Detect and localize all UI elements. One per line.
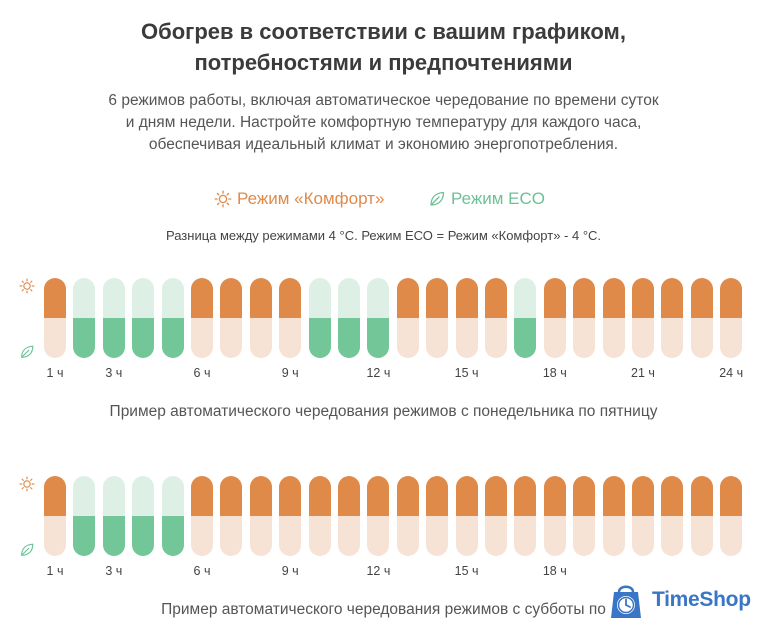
hour-tick: 24 ч [719,366,744,380]
hour-pill-13 [396,278,419,358]
hour-pill-7 [220,278,243,358]
hour-pill-1 [44,476,66,556]
hour-pill-2 [73,278,96,358]
hour-pill-22 [661,476,684,556]
hour-pill-19 [573,476,596,556]
hour-pill-21 [632,476,654,556]
hour-pill-23 [690,278,713,358]
mode-difference-note: Разница между режимами 4 °С. Режим ЕСО =… [165,228,602,243]
hour-tick: 21 ч [631,366,655,380]
title-line-2: потребностями и предпочтениями [194,50,573,75]
hour-tick: 1 ч [46,564,64,578]
hour-pill-22 [661,278,684,358]
hour-pill-24 [720,476,743,556]
page-title: Обогрев в соответствии с вашим графиком,… [0,16,767,78]
hour-pill-11 [338,476,360,556]
hour-pill-9 [279,278,302,358]
hour-tick: 12 ч [366,564,391,578]
legend-eco: Режим ECO [428,187,545,211]
hour-tick: 6 ч [193,366,211,380]
timeshop-logo-icon [611,585,641,618]
weekdays-caption: Пример автоматического чередования режим… [109,403,658,420]
hour-tick: 18 ч [542,366,567,380]
description-line-2: и дням недели. Настройте комфортную темп… [125,114,642,131]
hour-pills [0,278,767,358]
legend-comfort-label: Режим «Комфорт» [237,189,385,208]
leaf-icon [21,543,34,556]
hour-pill-20 [602,278,625,358]
hour-pill-8 [249,476,272,556]
hour-pill-12 [367,278,390,358]
legend-eco-label: Режим ECO [451,189,545,208]
hour-pill-1 [44,278,66,358]
description-line-1: 6 режимов работы, включая автоматическое… [108,92,659,109]
leaf-icon [430,191,445,206]
leaf-icon [21,345,34,358]
hour-pill-10 [308,476,331,556]
title-line-1: Обогрев в соответствии с вашим графиком, [141,19,626,44]
description-line-3: обеспечивая идеальный климат и экономию … [148,136,619,153]
hour-pill-15 [455,476,478,556]
sun-icon [19,476,35,492]
hour-tick: 3 ч [105,366,123,380]
hour-pill-6 [191,476,213,556]
timeshop-logo: TimeShop [604,578,751,622]
hour-pill-16 [485,278,507,358]
hour-tick: 15 ч [454,366,479,380]
hour-pill-21 [632,278,654,358]
hour-tick: 1 ч [46,366,64,380]
hour-pill-6 [191,278,213,358]
hour-pill-3 [102,476,125,556]
weekend-caption: Пример автоматического чередования режим… [161,601,606,618]
hour-pill-16 [485,476,507,556]
hour-pill-13 [396,476,419,556]
hour-pill-24 [720,278,743,358]
hour-pill-4 [132,476,155,556]
hour-pill-12 [367,476,390,556]
hour-pill-9 [279,476,302,556]
hour-tick: 9 ч [281,366,299,380]
hour-tick: 15 ч [454,564,479,578]
hour-pill-5 [161,476,184,556]
hour-tick: 12 ч [366,366,391,380]
hour-pill-20 [602,476,625,556]
hour-pill-11 [338,278,360,358]
hour-tick: 6 ч [193,564,211,578]
hour-tick: 3 ч [105,564,123,578]
hour-pill-7 [220,476,243,556]
sun-icon [19,278,35,294]
hour-pill-4 [132,278,155,358]
hour-pill-14 [426,278,449,358]
hour-tick: 9 ч [281,564,299,578]
legend-comfort: Режим «Комфорт» [214,187,384,211]
hour-pills [0,476,767,556]
hour-pill-15 [455,278,478,358]
hour-pill-8 [249,278,272,358]
hour-pill-5 [161,278,184,358]
sun-icon [214,190,232,208]
hour-pill-19 [573,278,596,358]
hour-pill-18 [543,476,566,556]
hour-pill-17 [514,278,537,358]
hour-pill-2 [73,476,96,556]
hour-pill-10 [308,278,331,358]
timeshop-logo-text: TimeShop [652,588,751,611]
hour-pill-23 [690,476,713,556]
hour-tick: 18 ч [542,564,567,578]
description: 6 режимов работы, включая автоматическое… [0,90,767,156]
hour-pill-17 [514,476,537,556]
hour-pill-3 [102,278,125,358]
hour-pill-14 [426,476,449,556]
hour-pill-18 [543,278,566,358]
